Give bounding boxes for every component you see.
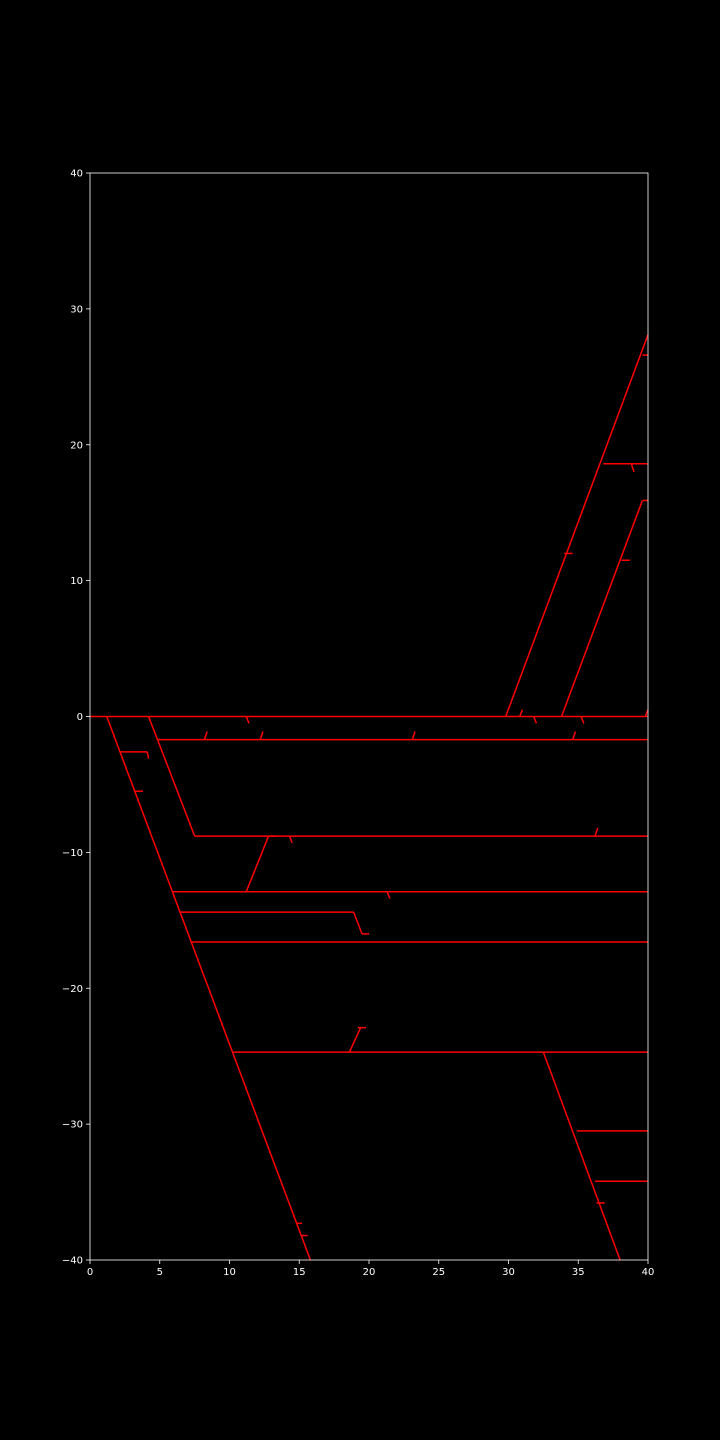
line-segment-28 bbox=[571, 731, 577, 740]
y-axis-ticks: 40 30 20 10 0 −10 −20 −30 −40 bbox=[62, 169, 90, 1267]
line-segment-8 bbox=[352, 911, 363, 935]
y-tick-label-4: 0 bbox=[77, 712, 83, 723]
x-tick-label-4: 20 bbox=[363, 1267, 376, 1278]
line-segment-25 bbox=[518, 709, 524, 717]
y-tick-label-2: 20 bbox=[70, 440, 83, 451]
line-segment-5 bbox=[245, 835, 270, 893]
y-tick-label-6: −20 bbox=[62, 984, 83, 995]
line-segment-30 bbox=[594, 827, 599, 837]
x-tick-label-1: 5 bbox=[157, 1267, 163, 1278]
y-tick-label-5: −10 bbox=[62, 848, 83, 859]
y-tick-label-3: 10 bbox=[70, 576, 83, 587]
line-segment-13 bbox=[560, 500, 644, 717]
x-tick-label-5: 25 bbox=[432, 1267, 445, 1278]
line-segment-24 bbox=[411, 731, 416, 740]
line-segment-32 bbox=[288, 835, 293, 844]
line-segment-12 bbox=[505, 334, 649, 717]
line-segment-33 bbox=[386, 891, 391, 899]
y-tick-label-1: 30 bbox=[70, 304, 83, 315]
x-tick-label-8: 40 bbox=[642, 1267, 655, 1278]
x-tick-label-7: 35 bbox=[572, 1267, 585, 1278]
line-segment-22 bbox=[203, 731, 208, 740]
line-segment-11 bbox=[348, 1027, 362, 1053]
line-segment-15 bbox=[542, 1051, 621, 1261]
line-segments-layer bbox=[90, 334, 649, 1261]
y-tick-label-7: −30 bbox=[62, 1120, 83, 1131]
x-tick-label-6: 30 bbox=[502, 1267, 515, 1278]
y-tick-label-8: −40 bbox=[62, 1256, 83, 1267]
line-segment-23 bbox=[259, 731, 264, 740]
line-segment-19 bbox=[146, 751, 150, 759]
line-segment-29 bbox=[644, 709, 649, 717]
line-segment-26 bbox=[532, 716, 538, 724]
x-axis-ticks: 0 5 10 15 20 25 30 35 40 bbox=[87, 1260, 655, 1278]
x-tick-label-0: 0 bbox=[87, 1267, 93, 1278]
line-segment-27 bbox=[580, 716, 585, 724]
line-segment-38 bbox=[630, 463, 635, 473]
x-tick-label-3: 15 bbox=[293, 1267, 306, 1278]
line-segment-1 bbox=[106, 716, 312, 1261]
x-tick-label-2: 10 bbox=[223, 1267, 236, 1278]
y-tick-label-0: 40 bbox=[70, 169, 83, 180]
line-segment-2 bbox=[147, 716, 196, 837]
line-segment-21 bbox=[245, 716, 250, 724]
